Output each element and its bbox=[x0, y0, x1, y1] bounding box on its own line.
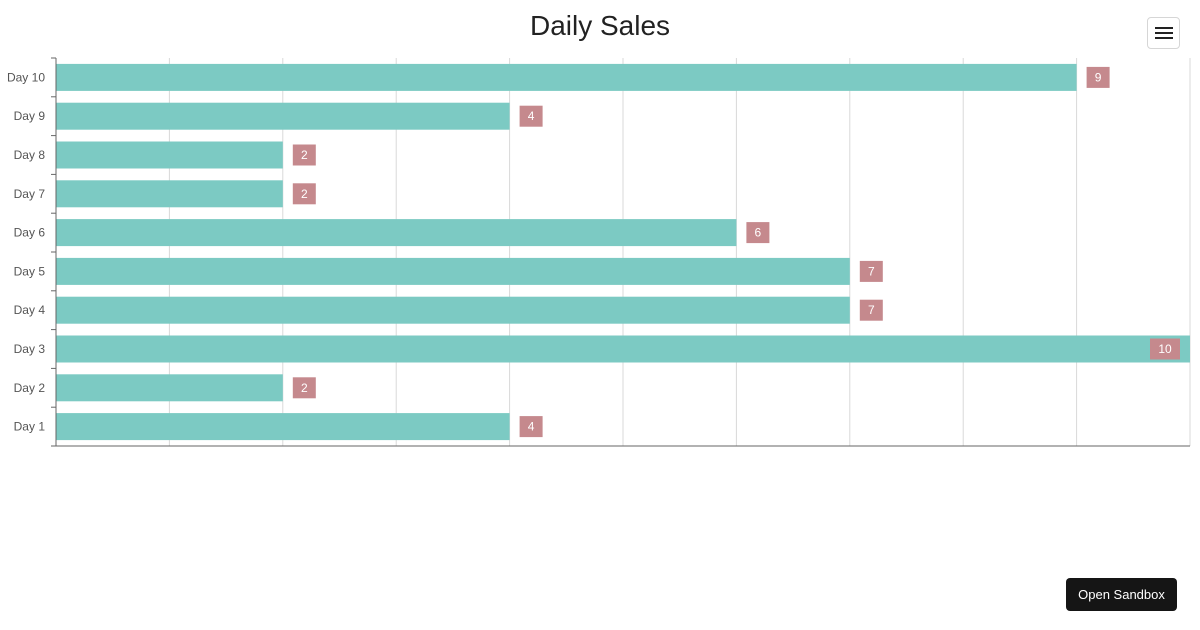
data-label-background bbox=[859, 299, 883, 321]
data-label-background bbox=[1086, 66, 1110, 88]
data-label: 2 bbox=[301, 187, 308, 201]
data-label-background bbox=[292, 183, 316, 205]
bar bbox=[56, 102, 510, 130]
data-label: 2 bbox=[301, 381, 308, 395]
data-label-background bbox=[292, 377, 316, 399]
data-label-background bbox=[292, 144, 316, 166]
data-label: 10 bbox=[1158, 342, 1172, 356]
y-tick-label: Day 5 bbox=[14, 264, 46, 278]
data-label: 7 bbox=[868, 264, 875, 278]
data-label-background bbox=[746, 222, 770, 244]
data-label-background bbox=[519, 105, 543, 127]
bar bbox=[56, 296, 850, 324]
chart-menu-button[interactable] bbox=[1147, 17, 1180, 49]
bar bbox=[56, 219, 737, 247]
data-label: 9 bbox=[1095, 70, 1102, 84]
y-tick-label: Day 1 bbox=[14, 420, 46, 434]
y-tick-label: Day 8 bbox=[14, 148, 46, 162]
bar bbox=[56, 374, 283, 402]
y-tick-label: Day 2 bbox=[14, 381, 46, 395]
data-label: 4 bbox=[528, 420, 535, 434]
data-label: 4 bbox=[528, 109, 535, 123]
bar bbox=[56, 180, 283, 208]
y-tick-label: Day 7 bbox=[14, 187, 46, 201]
y-tick-label: Day 6 bbox=[14, 226, 46, 240]
y-tick-label: Day 10 bbox=[7, 70, 45, 84]
y-tick-label: Day 4 bbox=[14, 303, 46, 317]
data-label-background bbox=[859, 260, 883, 282]
y-tick-label: Day 9 bbox=[14, 109, 46, 123]
data-label: 2 bbox=[301, 148, 308, 162]
hamburger-menu-icon bbox=[1154, 27, 1173, 39]
data-label-background bbox=[1150, 338, 1180, 360]
bar bbox=[56, 413, 510, 441]
bar bbox=[56, 63, 1077, 91]
bar bbox=[56, 257, 850, 285]
bar bbox=[56, 335, 1190, 363]
data-label: 7 bbox=[868, 303, 875, 317]
chart-title: Daily Sales bbox=[529, 10, 671, 41]
bar-chart: Day 10 9 Day 9 4 Day 8 2 Day 7 2 Day 6 6 Day 5 7 Day… bbox=[7, 57, 1191, 447]
bar bbox=[56, 141, 283, 169]
open-sandbox-button[interactable]: Open Sandbox bbox=[1066, 578, 1177, 611]
data-label-background bbox=[519, 416, 543, 438]
y-tick-label: Day 3 bbox=[14, 342, 46, 356]
data-label: 6 bbox=[755, 226, 762, 240]
